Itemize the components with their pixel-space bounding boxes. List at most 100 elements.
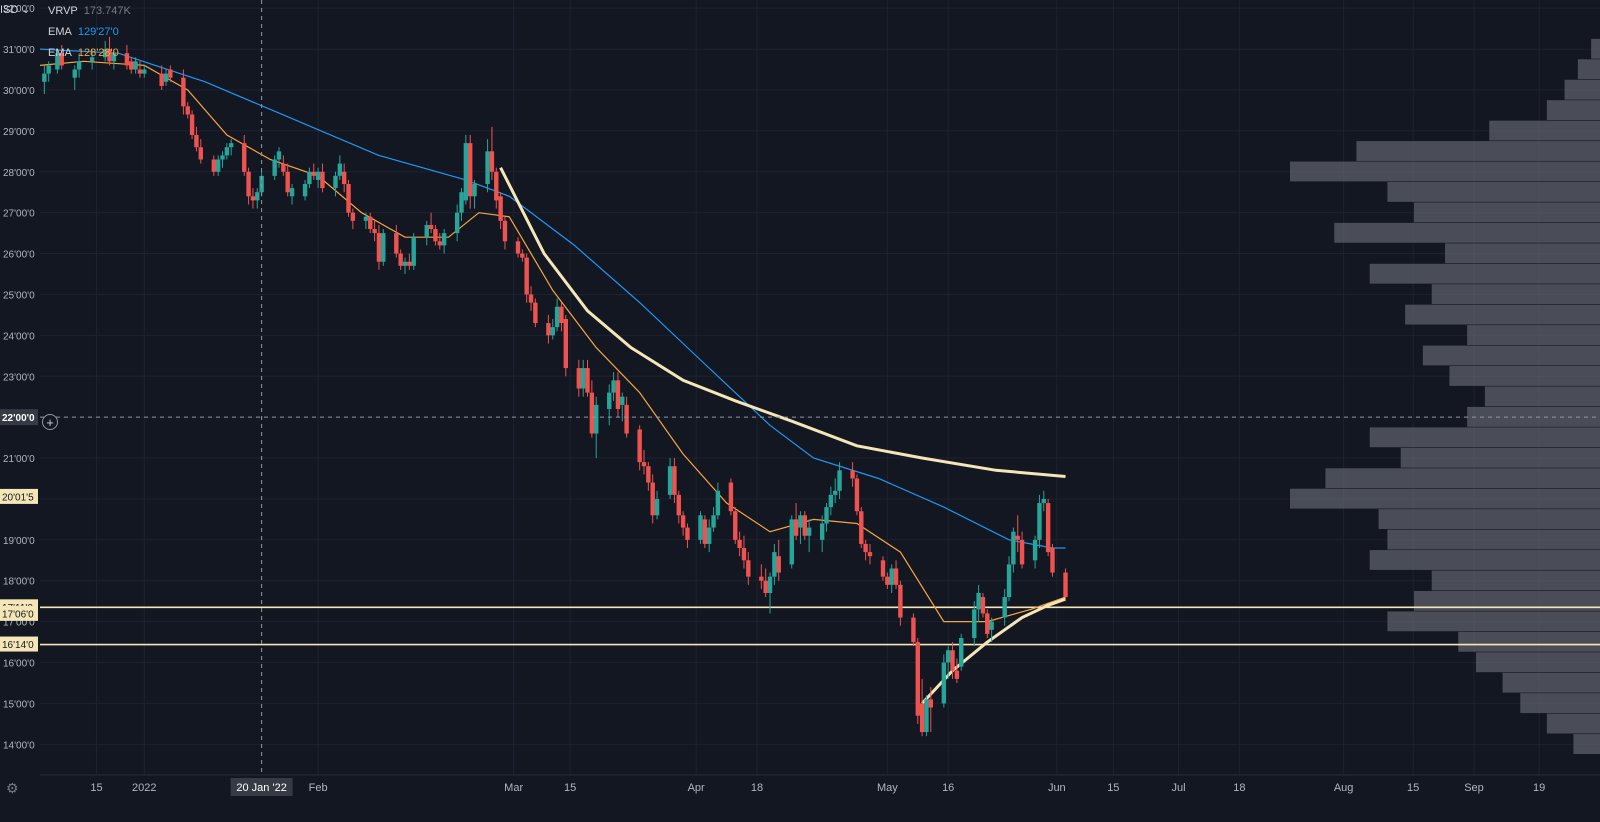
candle — [307, 167, 312, 189]
candle-body — [181, 77, 186, 107]
candle-body — [867, 552, 873, 557]
candle-body — [250, 196, 256, 201]
candle — [763, 568, 768, 598]
candle-body — [246, 171, 251, 197]
candle — [611, 372, 616, 401]
volume-profile-bar — [1387, 611, 1600, 632]
candle — [320, 163, 325, 193]
candle-body — [898, 584, 903, 618]
candle — [706, 519, 712, 553]
candle — [129, 57, 134, 74]
candle-body — [168, 69, 173, 78]
candle-body — [1050, 548, 1055, 573]
symbol-label[interactable]: ISD ⌄ — [0, 4, 31, 16]
candle-body — [650, 482, 655, 516]
price-tag-text: 20'01'5 — [2, 492, 34, 503]
candle — [402, 257, 408, 275]
candle — [441, 229, 447, 254]
volume-profile-bar — [1546, 713, 1600, 734]
candle-body — [1019, 539, 1025, 565]
volume-profile-bar — [1577, 59, 1600, 80]
candle — [1032, 535, 1038, 569]
candle — [867, 543, 873, 565]
price-tick-label: 24'00'0 — [3, 331, 35, 342]
candle — [433, 224, 438, 246]
candle — [854, 474, 860, 516]
candle-body — [824, 507, 829, 524]
time-tick-label: Aug — [1334, 782, 1354, 794]
candle-body — [315, 171, 321, 180]
candle-body — [715, 490, 721, 516]
legend-ema-2[interactable]: EMA 128'28'0 — [48, 46, 119, 60]
price-tick-label: 28'00'0 — [3, 168, 35, 179]
candle-body — [333, 175, 338, 189]
candle — [880, 556, 886, 581]
candle — [428, 212, 434, 234]
candle — [819, 515, 825, 553]
add-price-alert-button[interactable]: + — [42, 414, 58, 430]
volume-profile-bar — [1414, 202, 1600, 223]
settings-gear-icon[interactable]: ⚙ — [6, 780, 19, 796]
candle — [950, 642, 955, 679]
volume-profile-bar — [1564, 79, 1600, 100]
volume-profile-bar — [1400, 447, 1600, 468]
crosshair-price-text: 22'00'0 — [2, 413, 35, 424]
candle-body — [1041, 498, 1046, 504]
candle-body — [55, 53, 60, 70]
volume-profile-bar — [1467, 325, 1600, 345]
candle — [806, 519, 812, 553]
candle-body — [533, 302, 538, 324]
candle — [341, 163, 347, 193]
candle-body — [520, 253, 525, 258]
candle-body — [980, 597, 986, 614]
candle-body — [728, 482, 734, 512]
volume-profile-bar — [1467, 406, 1600, 427]
candle-body — [1006, 564, 1012, 598]
candle-body — [189, 114, 195, 135]
volume-profile-bar — [1369, 550, 1600, 570]
candle-body — [142, 69, 147, 74]
candle-body — [350, 212, 356, 221]
candle-body — [46, 65, 51, 74]
candle-body — [463, 143, 469, 201]
legend-ema-1[interactable]: EMA 129'27'0 — [48, 25, 119, 39]
candle-body — [667, 466, 673, 495]
candle-body — [346, 184, 351, 213]
legend-vrvp[interactable]: VRVP 173.747K — [48, 4, 131, 18]
candle — [793, 503, 799, 540]
candle — [972, 601, 977, 647]
time-tick-label: 16 — [942, 782, 954, 794]
legend-ema-2-label: EMA — [48, 47, 72, 59]
candle-body — [580, 368, 586, 389]
volume-profile — [1290, 38, 1600, 754]
candle-body — [411, 237, 416, 266]
candle-body — [129, 61, 134, 70]
time-tick-label: May — [877, 782, 898, 794]
price-axis[interactable]: 32'00'0 31'00'0 30'00'0 29'00'0 28'00'0 27'00… — [3, 4, 35, 751]
candle-body — [859, 511, 864, 544]
candle — [641, 449, 647, 475]
price-tick-label: 19'00'0 — [3, 536, 35, 547]
price-tag-bg — [0, 488, 38, 504]
candle — [437, 233, 442, 250]
candle — [550, 318, 555, 340]
candle — [837, 462, 842, 499]
candle-body — [255, 192, 260, 201]
candle-body — [654, 498, 660, 516]
candle-body — [819, 523, 825, 540]
candle — [646, 462, 651, 491]
candle — [285, 163, 290, 197]
ema-fast-line — [39, 60, 1066, 623]
candle-body — [276, 151, 282, 160]
candle-body — [1011, 531, 1016, 565]
candle — [698, 511, 703, 544]
candle-body — [741, 548, 747, 561]
candle — [911, 613, 916, 647]
time-axis[interactable]: 15 2022 Feb Mar 15 Apr 18 May 16 Jun 15 Jul 18 Aug 15 S… — [90, 778, 1545, 796]
candle-body — [972, 609, 977, 638]
candle-body — [59, 53, 64, 66]
candle-body — [454, 212, 460, 234]
candle — [1015, 515, 1020, 553]
candle-body — [194, 134, 199, 148]
